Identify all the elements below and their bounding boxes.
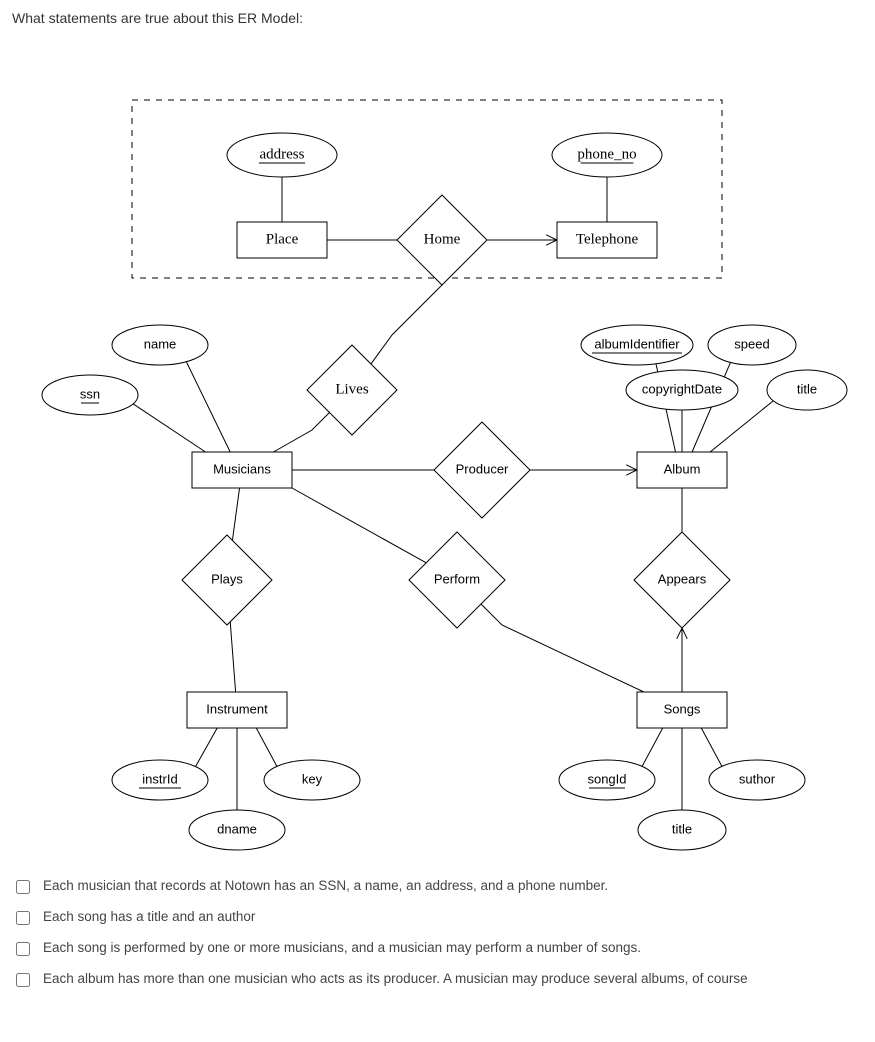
svg-text:title: title [797, 381, 817, 396]
svg-text:Producer: Producer [456, 461, 509, 476]
svg-text:songId: songId [587, 771, 626, 786]
option-1[interactable]: Each song has a title and an author [12, 909, 875, 928]
svg-text:speed: speed [734, 336, 769, 351]
svg-text:suthor: suthor [739, 771, 776, 786]
option-0-checkbox[interactable] [16, 880, 30, 894]
svg-text:Album: Album [664, 461, 701, 476]
option-3-checkbox[interactable] [16, 973, 30, 987]
option-1-label: Each song has a title and an author [43, 909, 255, 924]
svg-text:Songs: Songs [664, 701, 701, 716]
svg-text:title: title [672, 821, 692, 836]
option-3-label: Each album has more than one musician wh… [43, 971, 748, 986]
svg-text:Telephone: Telephone [576, 231, 639, 247]
option-1-checkbox[interactable] [16, 911, 30, 925]
svg-text:dname: dname [217, 821, 257, 836]
svg-text:Plays: Plays [211, 571, 243, 586]
svg-text:Place: Place [266, 231, 299, 247]
svg-text:name: name [144, 336, 177, 351]
svg-text:Instrument: Instrument [206, 701, 268, 716]
svg-text:albumIdentifier: albumIdentifier [594, 336, 680, 351]
svg-text:Perform: Perform [434, 571, 480, 586]
question-text: What statements are true about this ER M… [12, 10, 875, 26]
option-3[interactable]: Each album has more than one musician wh… [12, 971, 875, 990]
svg-text:Musicians: Musicians [213, 461, 271, 476]
svg-text:ssn: ssn [80, 386, 100, 401]
svg-text:instrId: instrId [142, 771, 177, 786]
option-2-label: Each song is performed by one or more mu… [43, 940, 641, 955]
option-0-label: Each musician that records at Notown has… [43, 878, 608, 893]
svg-text:Home: Home [424, 231, 461, 247]
option-2[interactable]: Each song is performed by one or more mu… [12, 940, 875, 959]
svg-text:Lives: Lives [335, 381, 368, 397]
option-2-checkbox[interactable] [16, 942, 30, 956]
svg-text:key: key [302, 771, 323, 786]
er-diagram: address phone_no Place Telephone Home Lives na… [12, 40, 862, 860]
er-svg: address phone_no Place Telephone Home Lives na… [12, 40, 862, 860]
svg-text:copyrightDate: copyrightDate [642, 381, 722, 396]
svg-text:address: address [260, 146, 305, 162]
option-0[interactable]: Each musician that records at Notown has… [12, 878, 875, 897]
answer-options: Each musician that records at Notown has… [12, 878, 875, 990]
svg-text:Appears: Appears [658, 571, 707, 586]
svg-text:phone_no: phone_no [577, 146, 636, 162]
